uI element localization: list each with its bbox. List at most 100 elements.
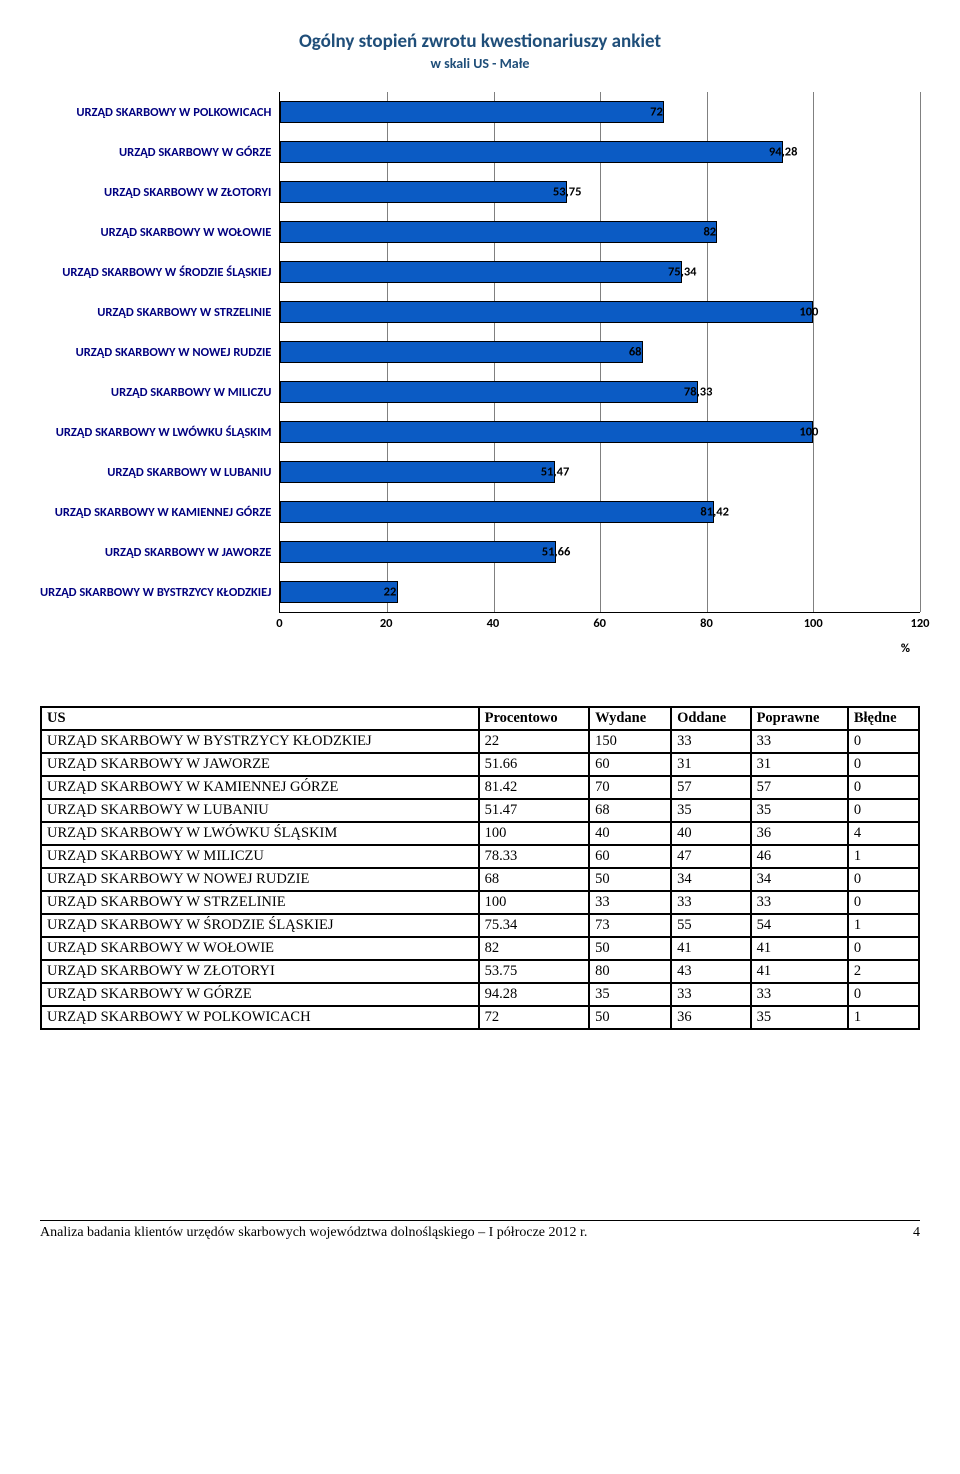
y-axis-label: URZĄD SKARBOWY W MILICZU	[40, 372, 271, 412]
bar-value-label: 53,75	[553, 185, 582, 200]
table-cell: 1	[848, 845, 919, 868]
footer-text: Analiza badania klientów urzędów skarbow…	[40, 1225, 587, 1241]
table-cell: 1	[848, 914, 919, 937]
bar-value-label: 100	[799, 305, 818, 320]
table-cell: 35	[671, 799, 751, 822]
table-cell: 2	[848, 960, 919, 983]
x-tick: 80	[700, 616, 713, 631]
table-cell: 35	[751, 799, 848, 822]
table-header-cell: US	[41, 707, 479, 730]
table-row: URZĄD SKARBOWY W BYSTRZYCY KŁODZKIEJ2215…	[41, 730, 919, 753]
table-cell: 22	[479, 730, 590, 753]
table-cell: 0	[848, 868, 919, 891]
table-cell: 73	[589, 914, 671, 937]
y-axis-label: URZĄD SKARBOWY W KAMIENNEJ GÓRZE	[40, 492, 271, 532]
table-cell: 41	[751, 960, 848, 983]
table-cell: 33	[671, 983, 751, 1006]
table-cell: URZĄD SKARBOWY W ZŁOTORYI	[41, 960, 479, 983]
x-tick: 0	[276, 616, 282, 631]
table-cell: 72	[479, 1006, 590, 1029]
bar	[280, 581, 397, 603]
table-cell: 34	[751, 868, 848, 891]
y-axis-label: URZĄD SKARBOWY W LWÓWKU ŚLĄSKIM	[40, 412, 271, 452]
y-axis-label: URZĄD SKARBOWY W WOŁOWIE	[40, 212, 271, 252]
bar-value-label: 51,66	[542, 545, 571, 560]
table-row: URZĄD SKARBOWY W STRZELINIE1003333330	[41, 891, 919, 914]
table-cell: URZĄD SKARBOWY W WOŁOWIE	[41, 937, 479, 960]
table-cell: 60	[589, 845, 671, 868]
page-footer: Analiza badania klientów urzędów skarbow…	[40, 1225, 920, 1241]
y-axis-label: URZĄD SKARBOWY W POLKOWICACH	[40, 92, 271, 132]
bar-row: 81,42	[280, 492, 920, 532]
bar-row: 100	[280, 292, 920, 332]
table-cell: 36	[671, 1006, 751, 1029]
y-axis-label: URZĄD SKARBOWY W LUBANIU	[40, 452, 271, 492]
table-cell: 57	[671, 776, 751, 799]
table-cell: 33	[751, 730, 848, 753]
table-cell: URZĄD SKARBOWY W KAMIENNEJ GÓRZE	[41, 776, 479, 799]
y-axis-label: URZĄD SKARBOWY W GÓRZE	[40, 132, 271, 172]
table-cell: 46	[751, 845, 848, 868]
x-tick: 120	[910, 616, 929, 631]
table-cell: 94.28	[479, 983, 590, 1006]
table-cell: 33	[751, 983, 848, 1006]
table-cell: 55	[671, 914, 751, 937]
table-cell: 33	[751, 891, 848, 914]
table-row: URZĄD SKARBOWY W NOWEJ RUDZIE685034340	[41, 868, 919, 891]
bar	[280, 421, 813, 443]
bar-value-label: 100	[799, 425, 818, 440]
table-cell: 50	[589, 868, 671, 891]
table-cell: 33	[671, 730, 751, 753]
table-row: URZĄD SKARBOWY W JAWORZE51.666031310	[41, 753, 919, 776]
bar-value-label: 81,42	[700, 505, 729, 520]
table-cell: URZĄD SKARBOWY W STRZELINIE	[41, 891, 479, 914]
table-cell: 0	[848, 891, 919, 914]
table-cell: 100	[479, 822, 590, 845]
bar-value-label: 51,47	[541, 465, 570, 480]
footer-divider	[40, 1220, 920, 1221]
plot-inner: 7294,2853,758275,341006878,3310051,4781,…	[279, 92, 920, 613]
bar-row: 22	[280, 572, 920, 612]
table-cell: 1	[848, 1006, 919, 1029]
table-cell: URZĄD SKARBOWY W MILICZU	[41, 845, 479, 868]
table-cell: 60	[589, 753, 671, 776]
bar-value-label: 94,28	[769, 145, 798, 160]
table-cell: 50	[589, 1006, 671, 1029]
table-cell: 33	[589, 891, 671, 914]
bar	[280, 261, 682, 283]
bar-value-label: 22	[384, 585, 397, 600]
table-cell: 57	[751, 776, 848, 799]
table-row: URZĄD SKARBOWY W ZŁOTORYI53.758043412	[41, 960, 919, 983]
table-header-cell: Poprawne	[751, 707, 848, 730]
bar-row: 75,34	[280, 252, 920, 292]
table-row: URZĄD SKARBOWY W POLKOWICACH725036351	[41, 1006, 919, 1029]
table-row: URZĄD SKARBOWY W WOŁOWIE825041410	[41, 937, 919, 960]
y-axis-label: URZĄD SKARBOWY W ŚRODZIE ŚLĄSKIEJ	[40, 252, 271, 292]
table-cell: 47	[671, 845, 751, 868]
bar-row: 78,33	[280, 372, 920, 412]
table-cell: 81.42	[479, 776, 590, 799]
x-axis: 020406080100120	[279, 613, 920, 637]
bar-row: 72	[280, 92, 920, 132]
table-row: URZĄD SKARBOWY W KAMIENNEJ GÓRZE81.42705…	[41, 776, 919, 799]
bar	[280, 501, 714, 523]
table-cell: 80	[589, 960, 671, 983]
bar-row: 82	[280, 212, 920, 252]
table-cell: 41	[751, 937, 848, 960]
table-cell: 0	[848, 937, 919, 960]
x-tick: 40	[487, 616, 500, 631]
bar-row: 100	[280, 412, 920, 452]
table-cell: 33	[671, 891, 751, 914]
table-cell: 50	[589, 937, 671, 960]
bar-value-label: 82	[703, 225, 716, 240]
chart-subtitle: w skali US - Małe	[40, 55, 920, 72]
x-tick: 60	[593, 616, 606, 631]
table-row: URZĄD SKARBOWY W MILICZU78.336047461	[41, 845, 919, 868]
y-axis-label: URZĄD SKARBOWY W NOWEJ RUDZIE	[40, 332, 271, 372]
table-cell: 75.34	[479, 914, 590, 937]
table-cell: 31	[671, 753, 751, 776]
bar-value-label: 75,34	[668, 265, 697, 280]
table-cell: 35	[589, 983, 671, 1006]
table-cell: 68	[589, 799, 671, 822]
y-axis-label: URZĄD SKARBOWY W BYSTRZYCY KŁODZKIEJ	[40, 572, 271, 612]
